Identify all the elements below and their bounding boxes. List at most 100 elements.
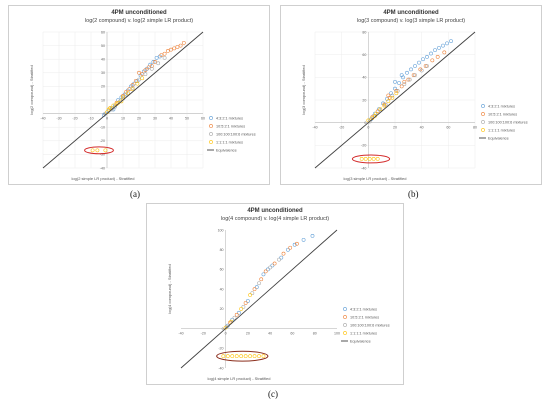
data-point	[272, 261, 277, 266]
data-point	[266, 267, 270, 272]
y-tick-label: 10	[101, 98, 105, 102]
data-point	[386, 99, 391, 104]
data-point	[243, 301, 248, 305]
data-point	[162, 55, 167, 60]
x-tick-label: 60	[290, 332, 294, 336]
x-tick-label: -40	[40, 117, 45, 121]
data-point	[245, 299, 250, 303]
data-point	[378, 108, 383, 113]
x-tick-label: -20	[201, 332, 206, 336]
data-point	[409, 67, 413, 72]
y-axis-title: log(3 compound) - Stratified	[301, 65, 306, 114]
legend-marker	[343, 307, 347, 311]
data-point	[393, 79, 397, 84]
data-point	[159, 53, 164, 57]
data-point	[367, 157, 372, 161]
chart-subtitle: log(4 compound) v. log(4 simple LR produ…	[220, 216, 330, 222]
data-point	[237, 310, 241, 315]
data-point	[172, 46, 177, 51]
y-tick-label: 0	[364, 121, 366, 125]
legend-label: 100:100:100:6 mixtures	[488, 120, 528, 124]
chart-title: 4PM unconditioned	[247, 208, 303, 214]
data-point	[103, 148, 108, 153]
data-point	[261, 272, 266, 277]
data-point	[421, 57, 425, 62]
y-tick-label: 20	[362, 98, 366, 102]
legend-label: 4:3:2:1 mixtures	[216, 116, 243, 120]
y-tick-label: -20	[361, 144, 366, 148]
data-point	[435, 55, 440, 59]
data-point	[133, 79, 138, 83]
data-point	[108, 106, 113, 111]
data-point	[437, 45, 441, 50]
data-point	[259, 277, 264, 282]
data-point	[153, 60, 157, 64]
y-tick-label: 20	[101, 85, 105, 89]
data-point	[252, 354, 257, 359]
data-point	[137, 77, 141, 82]
data-point	[286, 247, 290, 252]
data-point	[232, 315, 237, 320]
data-point	[125, 91, 130, 96]
x-tick-label: 20	[137, 117, 141, 121]
data-point	[135, 81, 140, 86]
legend-marker	[481, 112, 485, 116]
x-tick-label: 60	[446, 126, 450, 130]
x-axis-title: log(2 simple LR product) - Stratified	[72, 176, 135, 181]
data-point	[402, 79, 407, 84]
panel-label-a: (a)	[130, 189, 140, 199]
data-point	[111, 103, 116, 108]
data-point	[295, 241, 299, 246]
data-point	[366, 118, 371, 123]
equivalence-line	[180, 229, 338, 369]
data-point	[149, 64, 154, 68]
x-tick-label: 20	[246, 332, 250, 336]
data-point	[288, 245, 293, 250]
data-point	[250, 291, 255, 295]
data-point	[143, 68, 148, 72]
data-point	[230, 354, 235, 359]
data-point	[221, 354, 226, 359]
data-point	[254, 285, 259, 290]
x-tick-label: 60	[201, 117, 205, 121]
data-point	[130, 85, 135, 90]
chart-title: 4PM unconditioned	[383, 10, 439, 16]
data-point	[382, 102, 387, 107]
x-tick-label: -30	[56, 117, 61, 121]
data-point	[430, 58, 435, 63]
data-point	[386, 93, 391, 98]
data-point	[257, 281, 261, 286]
panel-label-b: (b)	[408, 189, 419, 199]
data-point	[270, 263, 275, 268]
x-tick-label: 50	[185, 117, 189, 121]
legend-label: 10:5:2:1 mixtures	[350, 315, 379, 319]
y-tick-label: -10	[100, 126, 105, 130]
data-point	[181, 41, 186, 45]
data-point	[230, 317, 235, 322]
data-point	[154, 55, 159, 60]
y-tick-label: -40	[100, 166, 105, 170]
data-point	[234, 354, 239, 359]
legend-label: 10:5:2:1 mixtures	[488, 112, 517, 116]
y-tick-label: 100	[218, 228, 224, 232]
legend-marker	[209, 132, 213, 136]
x-tick-label: 40	[268, 332, 272, 336]
legend-label: 100:100:100:6 mixtures	[350, 323, 390, 327]
data-point	[252, 287, 257, 292]
legend-marker	[209, 124, 213, 128]
data-point	[257, 354, 261, 359]
data-point	[442, 50, 447, 55]
y-tick-label: -30	[100, 153, 105, 157]
data-point	[441, 43, 445, 48]
legend-label: 10:5:2:1 mixtures	[216, 124, 245, 128]
scatter-plot-a: -40 -30 -20 -10 0 10 20 30 40 50 60-40-30-20-10010…	[29, 30, 256, 181]
x-tick-label: -10	[88, 117, 93, 121]
data-point	[90, 148, 95, 153]
x-tick-label: 80	[473, 126, 477, 130]
legend-marker	[481, 104, 485, 108]
chart-panel-a: 4PM unconditioned log(2 compound) v. log…	[8, 5, 270, 185]
legend-label: 1:1:1:1 mixtures	[216, 140, 243, 144]
data-point	[406, 77, 411, 82]
data-point	[248, 354, 252, 359]
data-point	[423, 64, 428, 68]
